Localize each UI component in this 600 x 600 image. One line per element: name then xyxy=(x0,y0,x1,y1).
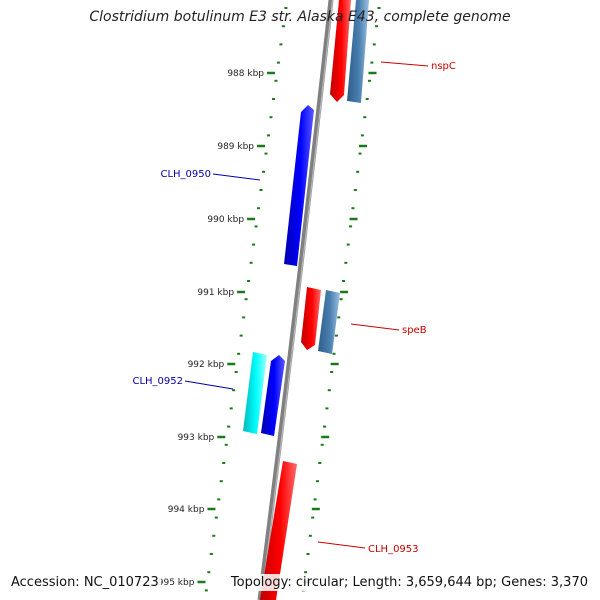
gene-callout-line xyxy=(380,61,429,67)
gene-label[interactable]: nspC xyxy=(431,61,456,72)
kbp-tick-label: 989 kbp xyxy=(217,142,254,152)
kbp-tick-label: 995 kbp xyxy=(158,578,195,588)
gene-callout-line xyxy=(212,173,261,181)
kbp-tick-label: 991 kbp xyxy=(197,288,234,298)
kbp-tick-label: 993 kbp xyxy=(178,433,215,443)
gene-label[interactable]: speB xyxy=(402,325,427,336)
gene-callouts: nspC CLH_0950 speB CLH_0952 CLH_0953 xyxy=(132,61,455,555)
gene-callout-line xyxy=(317,541,366,549)
accession-text: Accession: NC_010723 xyxy=(9,574,161,591)
gene-callout-line xyxy=(184,380,234,390)
outer-minor-tick-track xyxy=(301,7,381,592)
gene-label[interactable]: CLH_0950 xyxy=(160,169,211,180)
gene-clh0953[interactable] xyxy=(260,461,297,600)
kbp-tick-label: 988 kbp xyxy=(227,69,264,79)
kbp-tick-label: 994 kbp xyxy=(168,505,205,515)
gene-label[interactable]: CLH_0953 xyxy=(368,544,419,555)
gene-nspc-steel[interactable] xyxy=(347,0,369,103)
gene-speb-red[interactable] xyxy=(301,287,321,350)
inner-minor-tick-track xyxy=(204,7,288,592)
gene-clh0952[interactable] xyxy=(243,352,267,434)
gene-speb-steel[interactable] xyxy=(318,290,340,354)
genome-title: Clostridium botulinum E3 str. Alaska E43… xyxy=(89,9,511,25)
gene-nspc-red[interactable] xyxy=(330,0,351,102)
gene-label[interactable]: CLH_0952 xyxy=(132,376,183,387)
genome-stats-text: Topology: circular; Length: 3,659,644 bp… xyxy=(228,574,590,591)
genome-backbone xyxy=(257,0,334,600)
gene-callout-line xyxy=(350,323,400,331)
genome-backbone-highlight xyxy=(260,0,334,600)
gene-clh0950[interactable] xyxy=(284,105,314,266)
kbp-tick-label: 992 kbp xyxy=(188,360,225,370)
gene-clh0951[interactable] xyxy=(261,355,285,436)
kbp-tick-label: 990 kbp xyxy=(207,215,244,225)
major-ticks: 988 kbp 989 kbp 990 kbp 991 kbp 992 kbp 993 k… xyxy=(158,69,377,588)
